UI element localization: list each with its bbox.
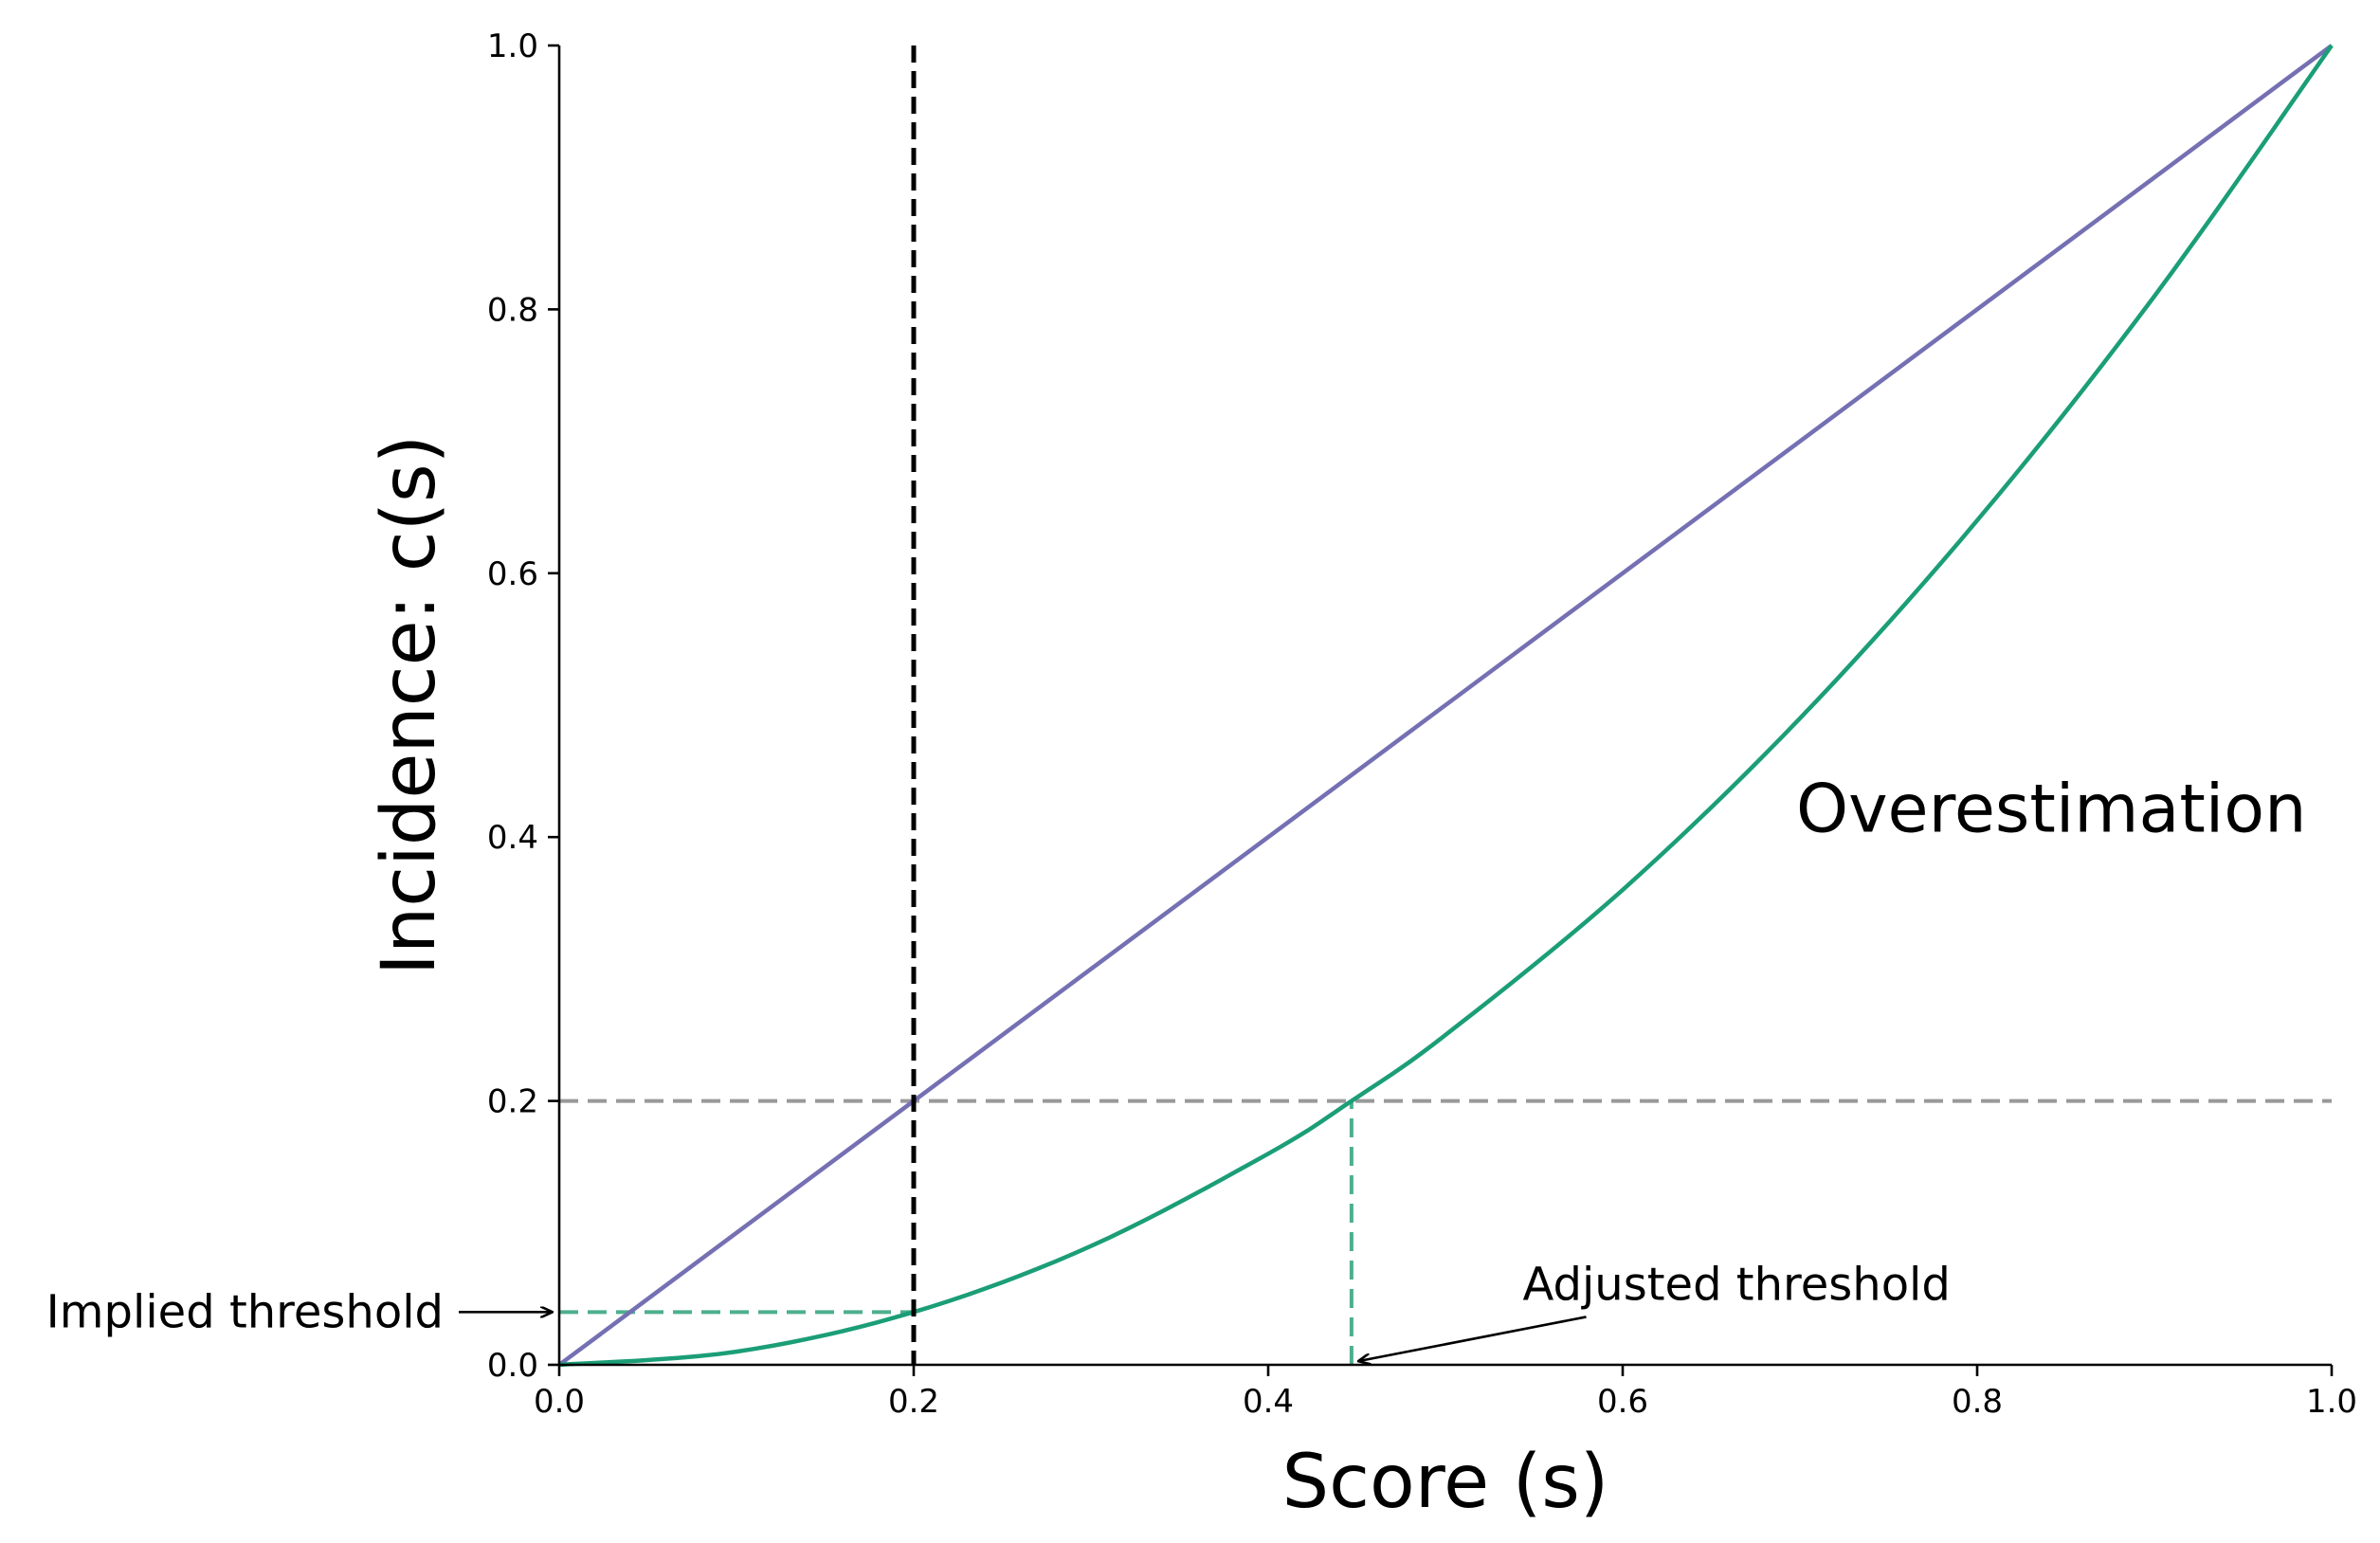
y-tick-label: 0.4: [487, 819, 538, 857]
y-ticks: 0.0 0.2 0.4 0.6 0.8 1.0: [487, 27, 559, 1385]
x-tick-label: 0.0: [534, 1383, 585, 1421]
adjusted-threshold-arrow: [1359, 1316, 1587, 1361]
series-line-curve: [558, 44, 2334, 1368]
series-line-linear: [557, 44, 2334, 1367]
x-tick-label: 0.2: [888, 1383, 939, 1421]
x-axis-title: Score (s): [1282, 1440, 1609, 1525]
x-tick-label: 1.0: [2306, 1383, 2357, 1421]
y-tick-label: 1.0: [487, 27, 538, 65]
x-tick-label: 0.6: [1597, 1383, 1648, 1421]
y-tick-label: 0.0: [487, 1347, 538, 1385]
x-tick-label: 0.8: [1952, 1383, 2003, 1421]
implied-threshold-label: Implied threshold: [46, 1285, 444, 1338]
y-tick-label: 0.2: [487, 1083, 538, 1121]
x-ticks: 0.0 0.2 0.4 0.6 0.8 1.0: [534, 1365, 2357, 1421]
y-axis-title: Incidence: c(s): [367, 435, 452, 975]
overestimation-label: Overestimation: [1796, 770, 2306, 847]
x-tick-label: 0.4: [1243, 1383, 1294, 1421]
adjusted-threshold-label: Adjusted threshold: [1523, 1258, 1951, 1311]
y-tick-label: 0.8: [487, 291, 538, 329]
y-tick-label: 0.6: [487, 555, 538, 593]
